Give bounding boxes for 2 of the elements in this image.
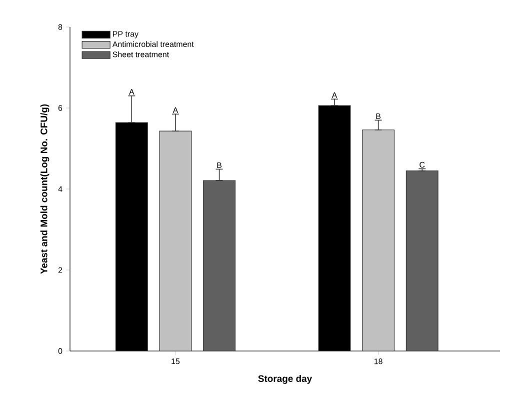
y-axis-title: Yeast and Mold count(Log No. CFU/g) bbox=[40, 104, 50, 274]
x-axis-title: Storage day bbox=[258, 375, 312, 384]
